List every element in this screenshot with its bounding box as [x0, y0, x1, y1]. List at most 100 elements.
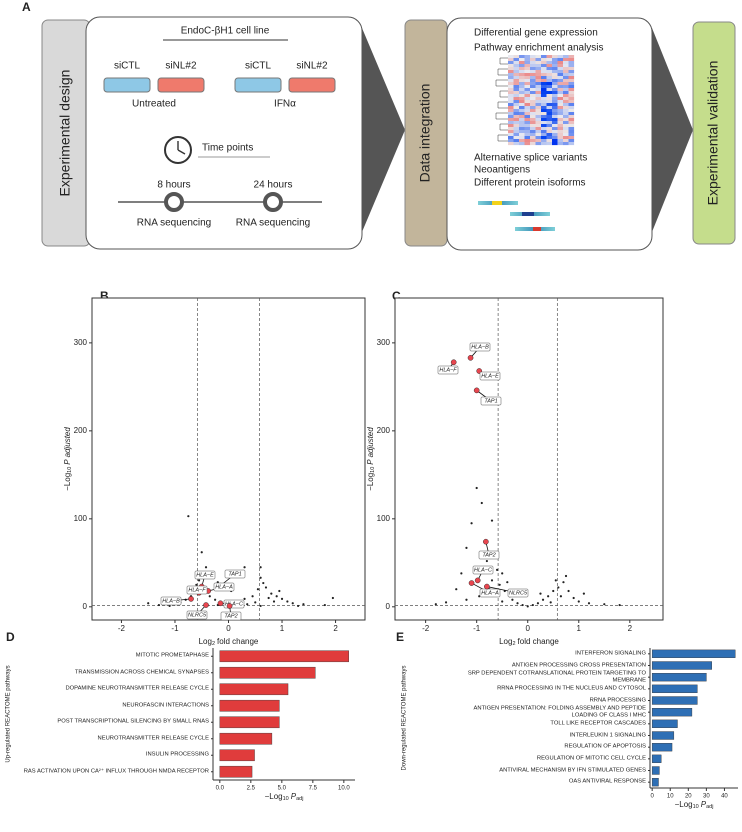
heat-cell: [535, 133, 542, 137]
gene-label: NLRC5: [509, 590, 528, 596]
heat-cell: [513, 118, 520, 122]
heat-cell: [513, 142, 520, 146]
heat-cell: [519, 79, 525, 83]
bar: [651, 754, 662, 763]
x-tick-label: 40: [721, 794, 728, 800]
gene-label-box: [479, 588, 501, 598]
heat-cell: [535, 115, 542, 119]
point: [291, 602, 294, 605]
heat-cell: [508, 79, 514, 83]
heat-cell: [535, 55, 542, 59]
heat-cell: [563, 112, 569, 116]
category-label: REGULATION OF MITOTIC CELL CYCLE: [536, 755, 646, 762]
point: [280, 597, 284, 600]
heat-cell: [508, 139, 514, 143]
heat-cell: [535, 64, 542, 68]
point: [567, 589, 570, 593]
heat-cell: [519, 94, 525, 98]
time-label: Time points: [202, 143, 253, 154]
heat-cell: [530, 127, 536, 131]
heat-cell: [546, 79, 553, 83]
heat-cell: [530, 112, 536, 116]
point: [470, 522, 473, 525]
bar: [651, 696, 698, 705]
heat-cell: [513, 127, 520, 131]
heat-cell: [519, 118, 525, 122]
heat-cell: [563, 67, 569, 71]
heat-cell: [557, 121, 564, 125]
validation-box: [692, 21, 736, 245]
point: [272, 600, 276, 603]
heat-cell: [546, 133, 553, 137]
y-tick-label: 0: [83, 602, 88, 611]
gene-label: TAP1: [228, 571, 241, 577]
heat-cell: [513, 130, 520, 134]
point: [259, 566, 262, 569]
heat-cell: [563, 121, 569, 125]
gene-label: HLA−C: [225, 601, 243, 607]
heat-cell: [563, 127, 569, 131]
heat-cell: [524, 136, 531, 140]
heat-cell: [513, 103, 520, 107]
heat-cell: [519, 124, 525, 128]
gene-label: HLA−F: [188, 587, 206, 593]
time-point-label: 24 hours: [254, 180, 293, 191]
heat-cell: [557, 142, 564, 146]
analysis: Pathway enrichment analysis: [474, 43, 604, 54]
point: [501, 572, 504, 575]
panel-label: B: [100, 289, 109, 303]
gene-label: TAP2: [224, 613, 237, 619]
heat-cell: [519, 70, 525, 74]
bar: [651, 731, 675, 740]
heat-cell: [557, 112, 564, 116]
heat-cell: [546, 130, 553, 134]
heat-cell: [563, 55, 569, 59]
heat-cell: [524, 109, 531, 113]
heat-cell: [557, 58, 564, 62]
heat-cell: [519, 106, 525, 110]
heat-cell: [535, 106, 542, 110]
heat-cell: [519, 103, 525, 107]
heat-cell: [546, 139, 553, 143]
bar: [219, 683, 289, 696]
gene-label-box: [186, 585, 208, 595]
heat-cell: [508, 58, 514, 62]
heat-cell: [535, 121, 542, 125]
arrow: [362, 28, 405, 232]
heat-cell: [524, 112, 531, 116]
dendrogram: [497, 134, 508, 142]
heat-cell: [541, 100, 547, 104]
heat-cell: [508, 85, 514, 89]
heat-cell: [563, 139, 569, 143]
gene-label-box: [479, 371, 501, 381]
axis-title-part: Log: [499, 637, 512, 646]
heat-cell: [535, 100, 542, 104]
dendrogram: [499, 57, 508, 65]
heat-cell: [557, 79, 564, 83]
category-label: NEUROFASCIN INTERACTIONS: [122, 702, 209, 709]
axis-title-part: −Log: [265, 792, 283, 801]
heat-cell: [568, 61, 575, 65]
axis-title: −Log10 P adjusted: [63, 427, 73, 491]
point: [323, 603, 326, 607]
heat-cell: [508, 70, 514, 74]
gene-label-box: [469, 342, 491, 352]
point: [521, 603, 524, 607]
point: [490, 579, 494, 582]
heat-cell: [524, 118, 531, 122]
heat-cell: [530, 94, 536, 98]
point: [267, 596, 270, 600]
heat-cell: [563, 91, 569, 95]
point: [498, 583, 501, 586]
heat-cell: [513, 88, 520, 92]
heat-cell: [557, 115, 564, 119]
heat-cell: [563, 133, 569, 137]
heat-cell: [508, 103, 514, 107]
gene-point: [203, 602, 209, 608]
heat-cell: [519, 58, 525, 62]
x-tick-label: 0: [226, 624, 231, 633]
heat-cell: [541, 82, 547, 86]
heat-cell: [519, 142, 525, 146]
heat-cell: [508, 82, 514, 86]
gene-point: [473, 387, 480, 394]
